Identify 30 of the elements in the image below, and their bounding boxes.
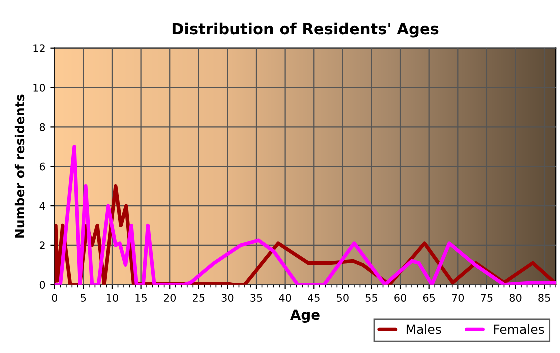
x-tick-label: 45 bbox=[308, 294, 320, 302]
x-tick-label: 35 bbox=[250, 294, 262, 302]
x-axis-title: Age bbox=[290, 310, 320, 323]
x-tick-label: 30 bbox=[222, 294, 234, 302]
x-tick-label: 20 bbox=[164, 294, 176, 302]
legend-label: Males bbox=[406, 324, 442, 334]
x-tick-label: 60 bbox=[394, 294, 406, 302]
x-tick-label: 70 bbox=[452, 294, 464, 302]
y-tick-label: 4 bbox=[40, 202, 46, 210]
y-tick-label: 8 bbox=[40, 123, 46, 132]
x-tick-label: 55 bbox=[366, 294, 378, 302]
y-tick-label: 10 bbox=[34, 84, 46, 92]
x-tick-label: 15 bbox=[136, 294, 148, 302]
chart-title: Distribution of Residents' Ages bbox=[172, 22, 439, 38]
x-tick-label: 10 bbox=[107, 294, 118, 302]
y-tick-label: 6 bbox=[40, 162, 46, 171]
x-tick-label: 65 bbox=[423, 294, 436, 302]
x-tick-label: 85 bbox=[538, 294, 550, 302]
y-tick-label: 12 bbox=[34, 44, 45, 52]
y-tick-label: 2 bbox=[40, 242, 45, 250]
x-tick-label: 80 bbox=[510, 294, 522, 302]
y-tick-label: 0 bbox=[40, 281, 46, 289]
y-axis-title: Number of residents bbox=[14, 94, 25, 238]
x-tick-label: 25 bbox=[193, 294, 205, 302]
x-tick-label: 0 bbox=[52, 294, 58, 302]
x-tick-label: 40 bbox=[279, 294, 292, 302]
x-tick-label: 50 bbox=[337, 294, 349, 302]
x-tick-label: 5 bbox=[81, 294, 86, 302]
x-tick-label: 75 bbox=[481, 294, 493, 302]
legend-label: Females bbox=[494, 324, 544, 334]
